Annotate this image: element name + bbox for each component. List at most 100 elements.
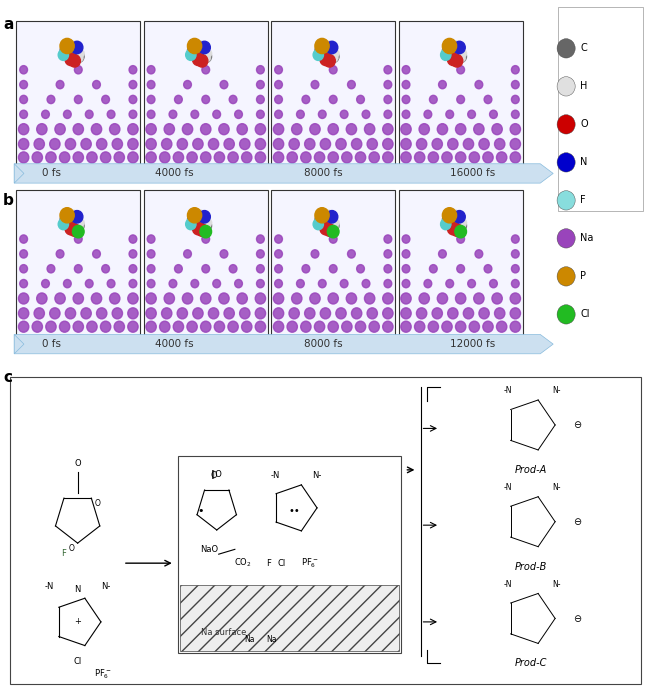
- Text: Cl: Cl: [580, 310, 590, 319]
- Circle shape: [201, 124, 211, 135]
- Circle shape: [274, 138, 284, 149]
- Circle shape: [452, 40, 459, 48]
- Circle shape: [384, 249, 391, 258]
- Circle shape: [87, 152, 97, 163]
- Circle shape: [160, 152, 170, 163]
- Circle shape: [382, 321, 393, 332]
- Text: F: F: [266, 558, 271, 568]
- Text: O: O: [68, 544, 74, 553]
- Circle shape: [318, 110, 326, 118]
- Text: Na: Na: [244, 634, 254, 644]
- Circle shape: [329, 265, 337, 273]
- Circle shape: [301, 152, 311, 163]
- Circle shape: [415, 152, 425, 163]
- Circle shape: [346, 293, 356, 304]
- Circle shape: [510, 138, 520, 149]
- Circle shape: [197, 216, 209, 229]
- Circle shape: [417, 138, 427, 149]
- Circle shape: [74, 95, 82, 104]
- Bar: [399, 190, 523, 339]
- Bar: [271, 21, 395, 169]
- Circle shape: [220, 249, 228, 258]
- Circle shape: [446, 279, 454, 287]
- Circle shape: [336, 138, 346, 149]
- Circle shape: [34, 307, 45, 319]
- Circle shape: [311, 80, 319, 88]
- Circle shape: [475, 249, 483, 258]
- Circle shape: [328, 293, 338, 304]
- Text: N-: N-: [552, 483, 561, 492]
- Circle shape: [557, 191, 575, 210]
- Circle shape: [384, 279, 391, 287]
- Circle shape: [202, 95, 210, 104]
- Circle shape: [256, 249, 264, 258]
- Circle shape: [510, 307, 520, 319]
- Circle shape: [190, 216, 202, 229]
- Circle shape: [557, 267, 575, 286]
- Circle shape: [320, 53, 331, 66]
- Circle shape: [164, 124, 175, 135]
- Circle shape: [203, 54, 211, 62]
- Text: N-: N-: [552, 580, 561, 589]
- Circle shape: [56, 80, 64, 88]
- Circle shape: [213, 279, 221, 287]
- Circle shape: [457, 66, 465, 74]
- Circle shape: [275, 235, 283, 243]
- Circle shape: [362, 110, 370, 118]
- Circle shape: [441, 49, 451, 60]
- Circle shape: [162, 307, 172, 319]
- Circle shape: [315, 214, 327, 226]
- Circle shape: [177, 307, 188, 319]
- Circle shape: [446, 222, 454, 230]
- Circle shape: [468, 279, 476, 287]
- Circle shape: [60, 208, 74, 223]
- Circle shape: [55, 124, 65, 135]
- Circle shape: [557, 229, 575, 248]
- Circle shape: [463, 138, 474, 149]
- Circle shape: [241, 321, 252, 332]
- Circle shape: [112, 138, 122, 149]
- Text: 12000 fs: 12000 fs: [450, 339, 495, 349]
- Circle shape: [235, 110, 243, 118]
- Circle shape: [256, 95, 264, 104]
- Text: Prod-A: Prod-A: [514, 465, 547, 475]
- Circle shape: [511, 249, 519, 258]
- Circle shape: [287, 321, 298, 332]
- Circle shape: [129, 265, 137, 273]
- Circle shape: [55, 293, 65, 304]
- Circle shape: [275, 110, 283, 118]
- Circle shape: [214, 152, 225, 163]
- Circle shape: [63, 279, 71, 287]
- Circle shape: [173, 152, 184, 163]
- Circle shape: [41, 110, 49, 118]
- Circle shape: [32, 321, 43, 332]
- Circle shape: [419, 293, 430, 304]
- Text: Prod-B: Prod-B: [514, 562, 547, 571]
- Circle shape: [369, 152, 379, 163]
- Circle shape: [336, 307, 346, 319]
- Circle shape: [318, 279, 326, 287]
- Circle shape: [274, 124, 284, 135]
- Circle shape: [324, 224, 335, 236]
- Text: -N: -N: [45, 582, 54, 591]
- Circle shape: [191, 222, 199, 230]
- Circle shape: [70, 47, 82, 59]
- Text: F: F: [580, 196, 586, 205]
- Circle shape: [37, 124, 47, 135]
- Circle shape: [191, 279, 199, 287]
- Circle shape: [65, 307, 76, 319]
- Circle shape: [424, 279, 432, 287]
- Text: O: O: [74, 460, 81, 468]
- Circle shape: [191, 53, 199, 61]
- Circle shape: [483, 152, 493, 163]
- Text: O: O: [95, 499, 101, 508]
- Circle shape: [63, 53, 71, 61]
- Circle shape: [458, 223, 466, 231]
- Bar: [271, 190, 395, 339]
- Circle shape: [20, 235, 28, 243]
- Circle shape: [41, 279, 49, 287]
- Circle shape: [490, 279, 498, 287]
- Circle shape: [255, 124, 265, 135]
- Text: +: +: [74, 617, 81, 627]
- Circle shape: [557, 77, 575, 96]
